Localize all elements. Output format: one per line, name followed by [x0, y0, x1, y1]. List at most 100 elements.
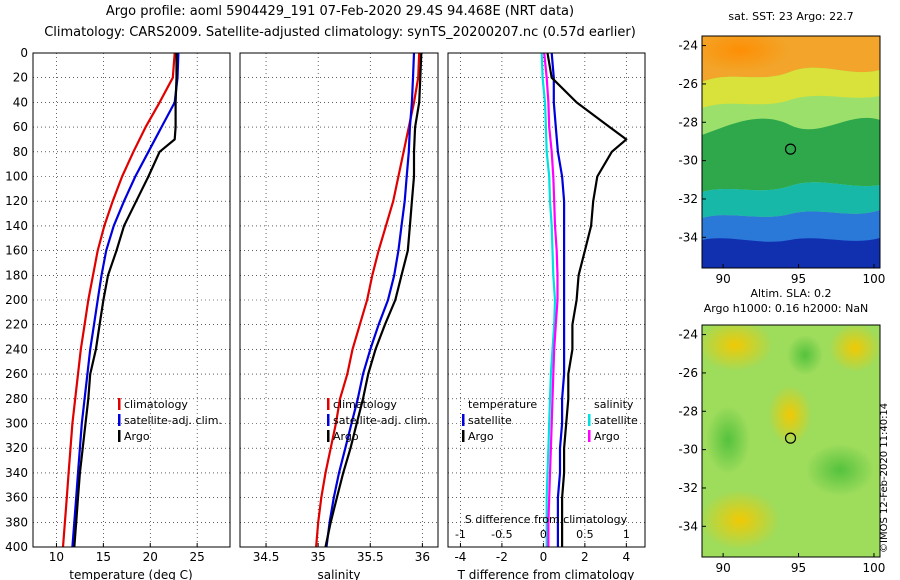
alt-map-frame [701, 324, 881, 558]
series-climatology [315, 52, 421, 548]
s-tick-label: 1 [623, 528, 630, 541]
alt-high-3 [829, 325, 880, 372]
temperature-tick-labels: 10 15 20 25 [49, 543, 205, 564]
series-satellite-adj-clim- [325, 52, 416, 548]
sst-band-green [702, 117, 880, 192]
difference-grid [448, 53, 645, 547]
legend-label-satellite-adj: satellite-adj. clim. [333, 414, 431, 427]
salinity-legend: climatology satellite-adj. clim. Argo [327, 398, 431, 443]
lon-tick-label: 95 [791, 272, 806, 286]
alt-low-2 [806, 444, 874, 496]
alt-high-1 [702, 325, 773, 371]
depth-tick-label: 60 [13, 120, 28, 134]
depth-tick-label: 320 [5, 441, 28, 455]
temperature-grid [33, 53, 230, 547]
lon-tick-label: 100 [863, 561, 886, 575]
s-tick-label: -1 [455, 528, 466, 541]
salinity-grid [240, 53, 438, 547]
alt-high-4 [702, 490, 780, 550]
lat-tick-label: -34 [678, 230, 698, 244]
series-temperature-satellite [550, 52, 566, 547]
lat-tick-label: -32 [678, 481, 698, 495]
lon-tick-label: 95 [791, 561, 806, 575]
legend-swatch-climatology [118, 398, 121, 410]
sst-map: 90 95 100 -24 -26 -28 -30 -32 -34 [678, 35, 886, 286]
depth-tick-label: 120 [5, 194, 28, 208]
t-difference-tick-labels: -4 -2 0 2 4 [454, 543, 630, 564]
sst-lat-tick-labels: -24 -26 -28 -30 -32 -34 [678, 39, 706, 244]
temperature-series [61, 52, 180, 548]
difference-panel: -4 -2 0 2 4 -1 -0.5 0 0.5 1 S difference from cl… [447, 52, 646, 580]
alt-map-title-heights: Argo h1000: 0.16 h2000: NaN [703, 302, 869, 315]
temperature-legend: climatology satellite-adj. clim. Argo [118, 398, 222, 443]
legend-swatch-temperature-satellite [462, 414, 465, 426]
depth-tick-label: 360 [5, 491, 28, 505]
depth-tick-label: 400 [5, 540, 28, 554]
alt-low-3 [787, 335, 823, 375]
lon-tick-label: 100 [863, 272, 886, 286]
sst-band-cyan [702, 182, 880, 218]
t-difference-xlabel: T difference from climatology [457, 568, 635, 580]
x-tick-label: 10 [49, 550, 64, 564]
depth-tick-label: 40 [13, 95, 28, 109]
sst-float-marker [784, 143, 797, 155]
legend-swatch-temperature-argo [462, 430, 465, 442]
series-salinity-satellite [540, 52, 557, 547]
sst-band-yellow [702, 67, 880, 108]
series-temperature-argo [546, 52, 628, 547]
temperature-axes-frame [32, 52, 231, 548]
difference-legend: satellite temperature satellite Argo sal… [462, 398, 638, 443]
lon-tick-label: 90 [715, 272, 730, 286]
lat-tick-label: -26 [678, 366, 698, 380]
lat-tick-label: -32 [678, 192, 698, 206]
alt-float-marker [784, 432, 797, 444]
lat-tick-label: -28 [678, 404, 698, 418]
s-tick-label: -0.5 [491, 528, 512, 541]
legend-label-satellite-adj: satellite-adj. clim. [124, 414, 222, 427]
lat-tick-label: -24 [678, 39, 698, 53]
salinity-xlabel: salinity [317, 568, 360, 580]
x-tick-label: -4 [454, 550, 466, 564]
legend-heading-temperature-label: temperature [468, 398, 537, 411]
lat-tick-label: -28 [678, 115, 698, 129]
depth-tick-label: 200 [5, 293, 28, 307]
s-difference-tick-labels: -1 -0.5 0 0.5 1 [455, 528, 630, 541]
x-tick-label: 2 [581, 550, 589, 564]
depth-tick-label: 380 [5, 515, 28, 529]
lat-tick-label: -30 [678, 443, 698, 457]
alt-lon-tick-labels: 90 95 100 [715, 553, 885, 575]
s-difference-xlabel: S difference from climatology [465, 513, 628, 526]
legend-label-argo: Argo [333, 430, 359, 443]
depth-tick-label: 180 [5, 268, 28, 282]
x-tick-label: 15 [96, 550, 111, 564]
legend-label-salinity-satellite: satellite [594, 414, 638, 427]
lat-tick-label: -26 [678, 77, 698, 91]
alt-low-1 [706, 406, 750, 474]
legend-swatch-satellite-adj [118, 414, 121, 426]
depth-tick-label: 160 [5, 244, 28, 258]
depth-tick-label: 240 [5, 342, 28, 356]
x-tick-label: 4 [623, 550, 631, 564]
legend-label-climatology: climatology [124, 398, 188, 411]
alt-map-title-sla: Altim. SLA: 0.2 [750, 287, 832, 300]
legend-swatch-argo [327, 430, 330, 442]
salinity-series [315, 52, 423, 548]
s-tick-label: 0 [540, 528, 547, 541]
s-tick-label: 0.5 [576, 528, 594, 541]
alt-lat-tick-labels: -24 -26 -28 -30 -32 -34 [678, 328, 706, 533]
series-argo [73, 53, 178, 548]
depth-tick-label: 100 [5, 170, 28, 184]
x-tick-label: 35.5 [357, 550, 384, 564]
series-argo [324, 52, 423, 548]
depth-tick-label: 340 [5, 466, 28, 480]
legend-swatch-salinity-argo [588, 430, 591, 442]
legend-label-temperature-argo: Argo [468, 430, 494, 443]
depth-tick-label: 260 [5, 367, 28, 381]
legend-swatch-climatology [327, 398, 330, 410]
difference-axes-frame [447, 52, 646, 548]
depth-tick-labels: 0 20 40 60 80 100 120 140 160 180 200 220 240 260 280 3… [5, 46, 28, 554]
series-satellite-adj-clim- [71, 52, 180, 548]
legend-swatch-argo [118, 430, 121, 442]
temperature-panel: 0 20 40 60 80 100 120 140 160 180 200 220 240 260 280 3… [5, 46, 231, 580]
